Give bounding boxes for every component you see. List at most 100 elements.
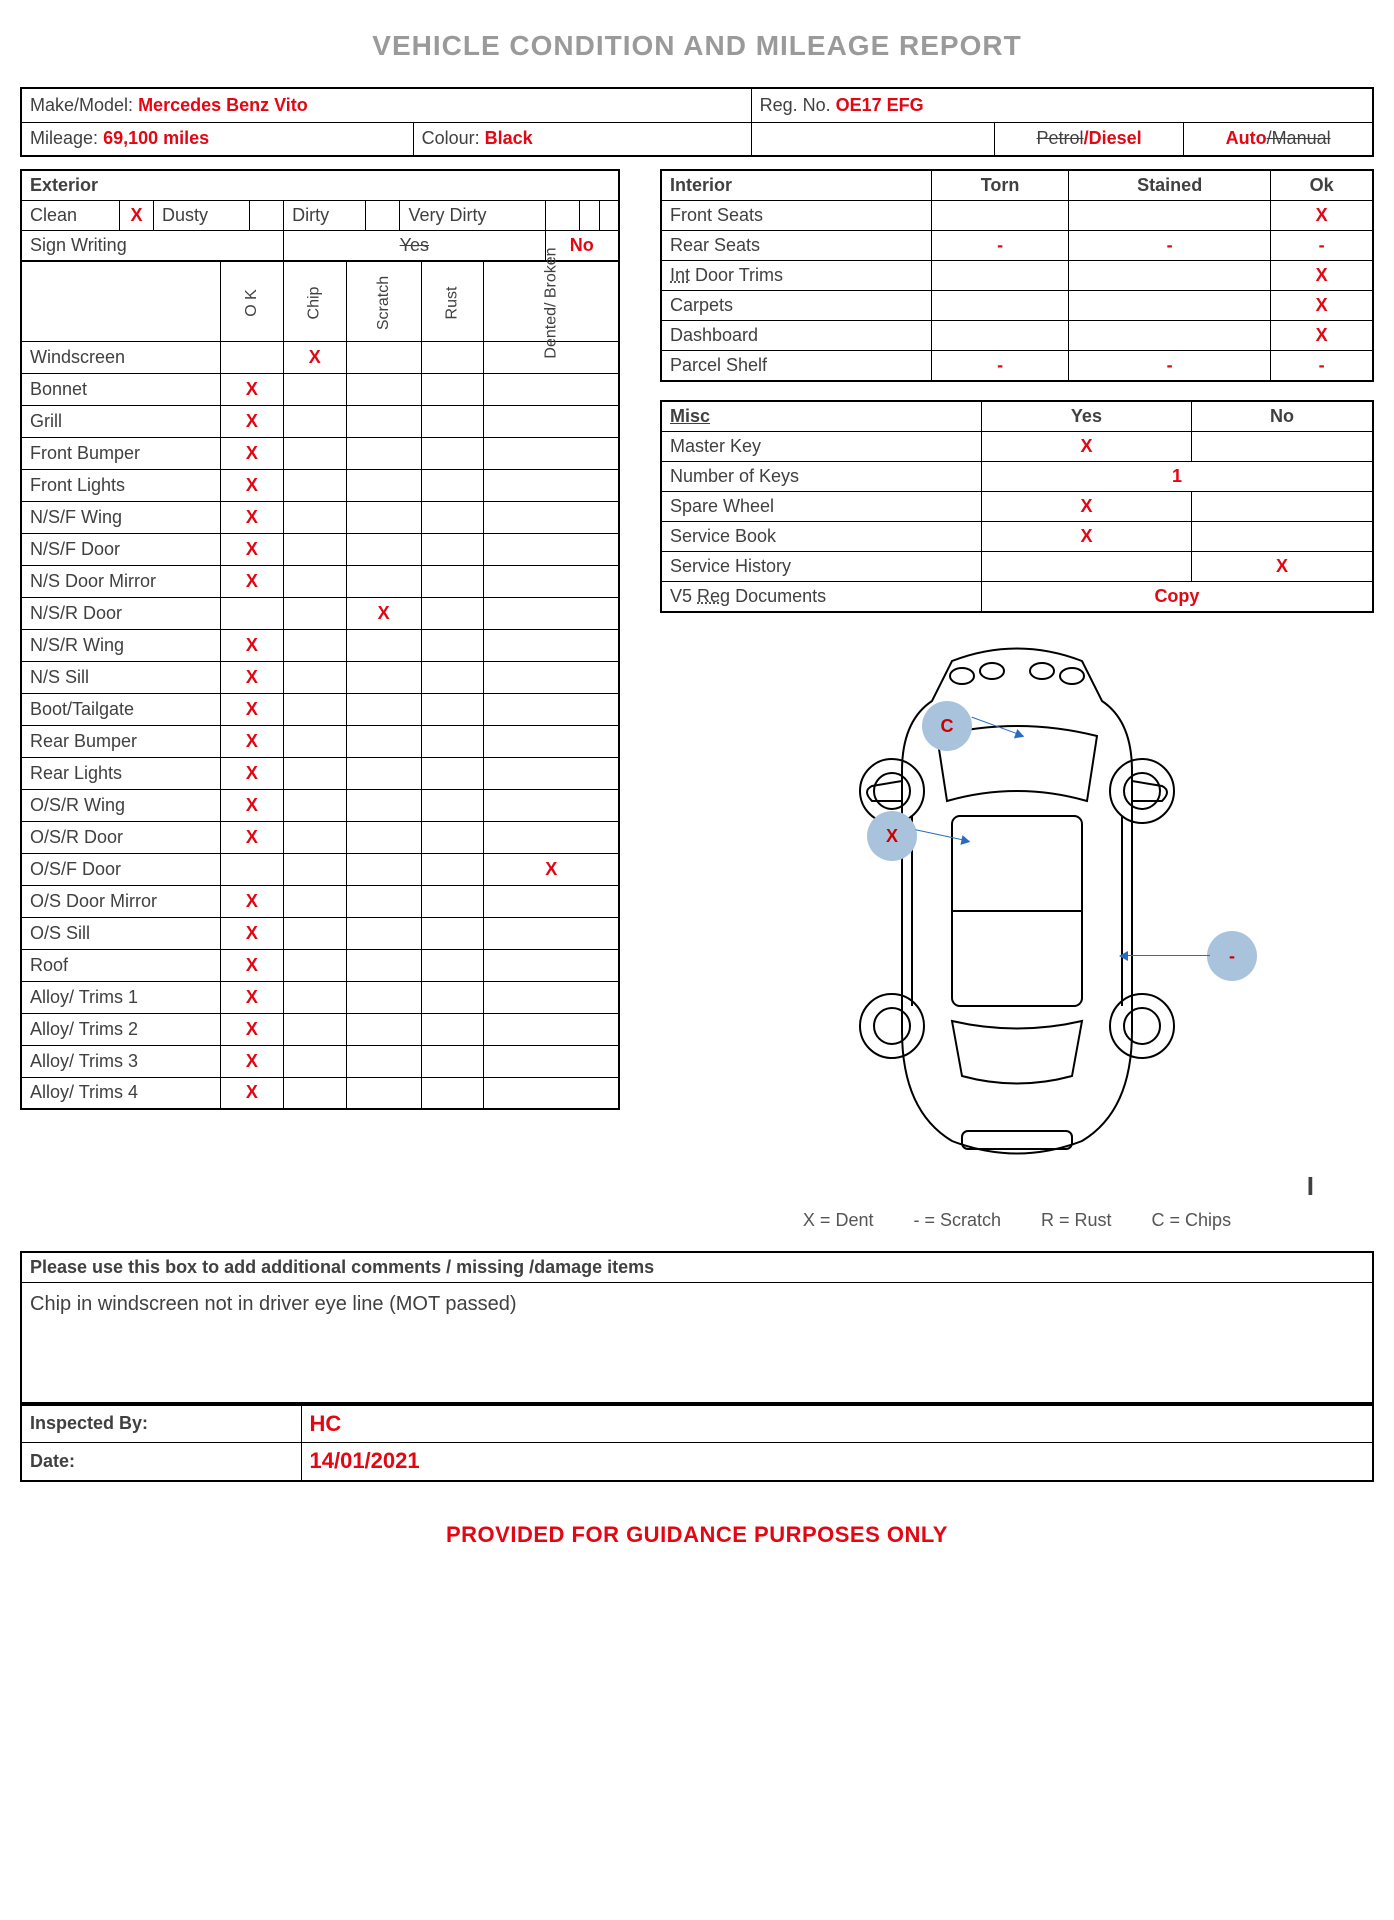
ext-cell [484, 373, 619, 405]
ext-cell: X [220, 533, 283, 565]
ext-cell [283, 725, 346, 757]
misc-row-label: Service Book [661, 522, 981, 552]
ext-cell: X [283, 341, 346, 373]
ext-cell [346, 949, 421, 981]
ext-cell [346, 341, 421, 373]
misc-cell: 1 [981, 462, 1373, 492]
interior-cell: X [1271, 201, 1373, 231]
ext-cell [283, 565, 346, 597]
misc-cell: Copy [981, 582, 1373, 613]
ext-cell [421, 1045, 484, 1077]
ext-cell [346, 373, 421, 405]
ext-cell [484, 757, 619, 789]
ext-cell [484, 405, 619, 437]
ext-cell: X [220, 405, 283, 437]
ext-col-header: O K [243, 289, 261, 317]
ext-cell [283, 885, 346, 917]
ext-row-label: O/S/R Door [21, 821, 220, 853]
ext-cell [484, 501, 619, 533]
ext-cell: X [220, 757, 283, 789]
ext-cell: X [220, 501, 283, 533]
ext-cell [283, 533, 346, 565]
ext-row-label: Roof [21, 949, 220, 981]
ext-cell: X [220, 629, 283, 661]
ext-row-label: Alloy/ Trims 2 [21, 1013, 220, 1045]
ext-cell: X [220, 917, 283, 949]
interior-cell [1069, 291, 1271, 321]
misc-row-label: Number of Keys [661, 462, 981, 492]
ext-cell [283, 1045, 346, 1077]
interior-cell [932, 261, 1069, 291]
misc-cell [1192, 432, 1374, 462]
cond-mark: X [119, 201, 153, 231]
legend-dent: X = Dent [803, 1210, 874, 1231]
ext-cell [484, 789, 619, 821]
ext-cell: X [220, 949, 283, 981]
ext-cell [484, 437, 619, 469]
ext-row-label: Alloy/ Trims 1 [21, 981, 220, 1013]
inspectedby-label: Inspected By: [21, 1405, 301, 1443]
ext-cell [421, 949, 484, 981]
interior-cell: X [1271, 291, 1373, 321]
ext-cell [283, 789, 346, 821]
ext-cell [421, 341, 484, 373]
ext-row-label: O/S Sill [21, 917, 220, 949]
cond-label: Very Dirty [400, 201, 545, 231]
misc-cell: X [981, 432, 1191, 462]
interior-header: Interior [661, 170, 932, 201]
legend-scratch: - = Scratch [913, 1210, 1001, 1231]
diagram-legend: X = Dent - = Scratch R = Rust C = Chips [660, 1210, 1374, 1231]
vehicle-svg [802, 631, 1232, 1171]
page-title: VEHICLE CONDITION AND MILEAGE REPORT [20, 30, 1374, 62]
date-value: 14/01/2021 [310, 1448, 420, 1473]
cond-mark [545, 201, 579, 231]
cond-label: Dusty [153, 201, 249, 231]
ext-cell [484, 469, 619, 501]
ext-cell [346, 661, 421, 693]
ext-cell [283, 661, 346, 693]
ext-cell [484, 1013, 619, 1045]
ext-cell [283, 437, 346, 469]
ext-cell: X [220, 693, 283, 725]
ext-cell [346, 1045, 421, 1077]
ext-cell [283, 405, 346, 437]
comments-header: Please use this box to add additional co… [21, 1252, 1373, 1283]
trans-struck: /Manual [1267, 128, 1331, 148]
ext-row-label: Rear Lights [21, 757, 220, 789]
ext-cell [346, 821, 421, 853]
interior-cell: - [1069, 231, 1271, 261]
diagram-arrow [1120, 955, 1210, 956]
interior-cell: X [1271, 261, 1373, 291]
ext-cell [421, 661, 484, 693]
colour-label: Colour: [422, 128, 480, 148]
diagram-bar-icon: I [660, 1171, 1374, 1202]
interior-row-label: Carpets [661, 291, 932, 321]
ext-cell [283, 757, 346, 789]
ext-row-label: N/S/R Door [21, 597, 220, 629]
interior-row-label: Front Seats [661, 201, 932, 231]
cond-mark [366, 201, 400, 231]
ext-row-label: Front Bumper [21, 437, 220, 469]
ext-cell [346, 789, 421, 821]
ext-row-label: Alloy/ Trims 4 [21, 1077, 220, 1109]
ext-cell [283, 629, 346, 661]
ext-cell [421, 405, 484, 437]
date-label: Date: [21, 1443, 301, 1481]
fuel-selected: /Diesel [1084, 128, 1142, 148]
ext-row-label: N/S Door Mirror [21, 565, 220, 597]
ext-cell [283, 597, 346, 629]
ext-cell [220, 597, 283, 629]
ext-cell [346, 565, 421, 597]
interior-col: Ok [1271, 170, 1373, 201]
ext-col-header: Chip [306, 286, 324, 319]
ext-cell [346, 917, 421, 949]
ext-cell: X [220, 1077, 283, 1109]
ext-cell [283, 853, 346, 885]
misc-cell: X [981, 492, 1191, 522]
signwriting-label: Sign Writing [21, 231, 284, 262]
ext-cell [421, 533, 484, 565]
ext-cell [346, 501, 421, 533]
misc-cell: X [1192, 552, 1374, 582]
interior-row-label: Parcel Shelf [661, 351, 932, 382]
misc-table: MiscYesNoMaster KeyXNumber of Keys1Spare… [660, 400, 1374, 613]
